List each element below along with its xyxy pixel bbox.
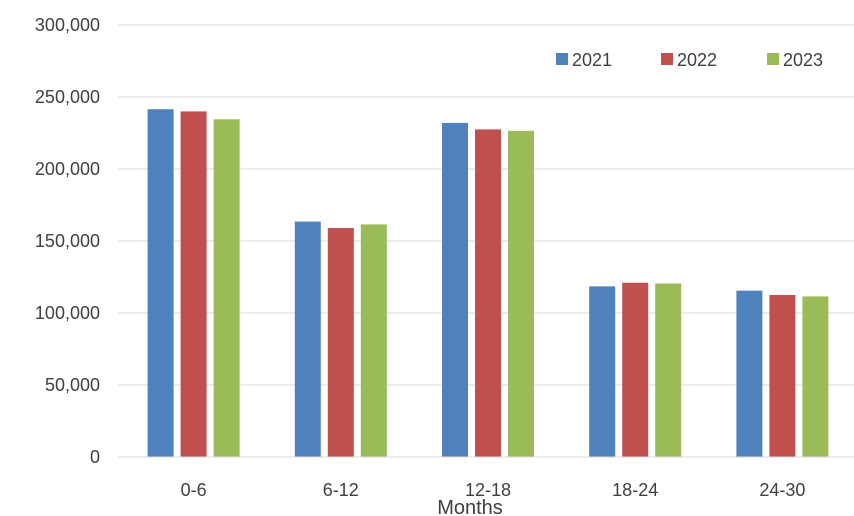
bar-2022-0-6	[180, 111, 207, 458]
bar-2023-0-6	[213, 119, 240, 457]
bar-2023-6-12	[360, 224, 387, 457]
x-tick-label: 24-30	[759, 480, 805, 500]
legend: 2021 2022 2023	[556, 50, 823, 70]
y-tick-label: 150,000	[35, 231, 100, 251]
x-axis-title: Months	[437, 497, 503, 516]
y-axis-tick-labels: 0 50,000 100,000 150,000 200,000 250,000 300,0…	[35, 15, 100, 467]
bar-2022-6-12	[327, 228, 354, 457]
bar-2023-18-24	[655, 283, 682, 457]
bar-2022-24-30	[769, 295, 796, 457]
bar-2021-12-18	[442, 122, 468, 458]
x-tick-label: 6-12	[323, 480, 359, 500]
x-tick-label: 18-24	[612, 480, 658, 500]
legend-swatch-2021	[556, 53, 568, 65]
y-tick-label: 0	[90, 447, 100, 467]
bar-2022-12-18	[475, 129, 501, 457]
legend-label-2021: 2021	[572, 50, 612, 70]
bar-2021-24-30	[736, 290, 763, 457]
bar-2021-6-12	[294, 221, 321, 457]
bars	[147, 109, 829, 458]
legend-label-2023: 2023	[783, 50, 823, 70]
legend-swatch-2023	[767, 53, 779, 65]
x-tick-label: 0-6	[181, 480, 207, 500]
y-tick-label: 100,000	[35, 303, 100, 323]
y-tick-label: 300,000	[35, 15, 100, 35]
x-axis-tick-labels: 0-6 6-12 12-18 18-24 24-30	[181, 480, 806, 500]
y-tick-label: 250,000	[35, 87, 100, 107]
bar-2023-12-18	[508, 130, 534, 457]
x-tick-label: 12-18	[465, 480, 511, 500]
legend-label-2022: 2022	[677, 50, 717, 70]
legend-swatch-2022	[661, 53, 673, 65]
bar-2023-24-30	[802, 296, 829, 457]
y-tick-label: 50,000	[45, 375, 100, 395]
bar-2021-18-24	[589, 286, 616, 457]
bar-2022-18-24	[622, 282, 649, 457]
y-tick-label: 200,000	[35, 159, 100, 179]
bar-2021-0-6	[147, 109, 174, 458]
